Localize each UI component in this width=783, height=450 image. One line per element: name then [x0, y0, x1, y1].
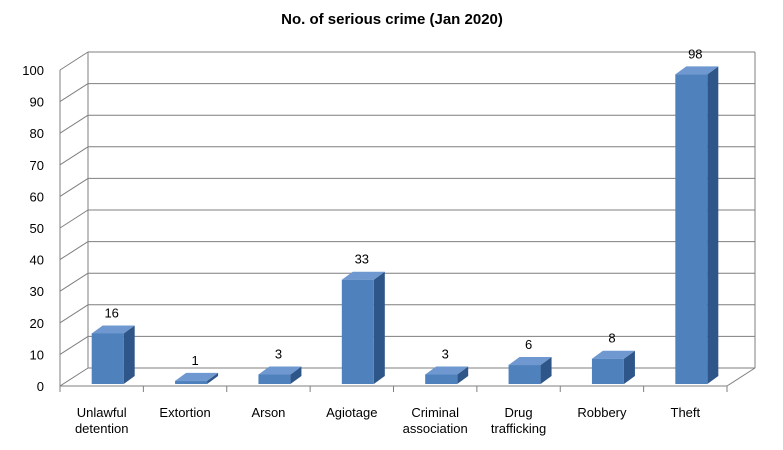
data-label: 3 [275, 347, 282, 362]
gridline-depth [59, 367, 89, 387]
gridline-depth [59, 304, 89, 324]
bar [258, 366, 302, 384]
x-category-label-line: Agiotage [326, 405, 377, 420]
chart-title: No. of serious crime (Jan 2020) [281, 11, 503, 28]
x-category-label-line: association [403, 421, 468, 436]
x-category-label-line: Robbery [577, 405, 627, 420]
bar-top [425, 366, 469, 375]
bar-front [341, 279, 374, 384]
data-label: 1 [191, 353, 198, 368]
x-category-label-line: Theft [671, 405, 701, 420]
bar-top [591, 350, 635, 359]
bar-side [457, 366, 469, 384]
bar-side [540, 357, 552, 384]
bar-front [508, 365, 541, 384]
x-category-label-line: Extortion [159, 405, 210, 420]
bar-top [341, 271, 385, 280]
bar-front [258, 374, 291, 384]
gridline-depth [59, 83, 89, 103]
gridline-depth [59, 335, 89, 355]
gridline-depth [59, 241, 89, 261]
y-tick-label: 60 [30, 189, 44, 204]
gridline-depth [59, 272, 89, 292]
bar-front [425, 374, 458, 384]
y-axis: 0 10 20 30 40 50 60 70 80 90 100 [22, 63, 61, 394]
bar-top [258, 366, 302, 375]
x-category-label: Drug trafficking [491, 405, 546, 436]
y-tick-label: 50 [30, 221, 44, 236]
y-tick-label: 20 [30, 316, 44, 331]
x-category-label: Criminal association [403, 405, 468, 436]
bar-top [675, 66, 719, 75]
x-category-label: Agiotage [326, 405, 377, 420]
data-label: 8 [608, 331, 615, 346]
x-category-label-line: detention [75, 421, 129, 436]
x-category-label: Arson [251, 405, 285, 420]
gridline-depth [59, 177, 89, 197]
x-category-label: Robbery [577, 405, 627, 420]
bar [508, 357, 552, 384]
x-category-label: Theft [671, 405, 701, 420]
bar-side [707, 66, 719, 384]
floor-right-edge [726, 367, 756, 387]
data-label: 6 [525, 337, 532, 352]
bar-front [591, 358, 624, 384]
y-tick-label: 100 [22, 63, 44, 78]
x-category-label: Extortion [159, 405, 210, 420]
y-tick-label: 30 [30, 284, 44, 299]
bar [175, 372, 219, 384]
bar-front [175, 380, 208, 384]
bar-front [675, 74, 708, 384]
gridline-depth [59, 51, 89, 71]
y-tick-label: 80 [30, 126, 44, 141]
y-tick-label: 0 [37, 379, 44, 394]
gridline-depth [59, 209, 89, 229]
bar-side [290, 366, 302, 384]
bar-side [623, 350, 635, 384]
y-tick-label: 70 [30, 158, 44, 173]
bar-top [91, 325, 135, 334]
bar [91, 325, 135, 384]
x-category-label-line: Criminal [411, 405, 459, 420]
data-label: 98 [688, 46, 702, 61]
bar [675, 66, 719, 384]
x-category-label-line: Arson [251, 405, 285, 420]
x-axis: Unlawful detention Extortion Arson Agiotage C… [59, 367, 756, 436]
x-category-label-line: Drug [504, 405, 532, 420]
x-category-label-line: Unlawful [77, 405, 127, 420]
bar-top [508, 357, 552, 366]
gridline-depth [59, 146, 89, 166]
data-label: 3 [442, 347, 449, 362]
bar-front [91, 333, 124, 384]
x-category-label-line: trafficking [491, 421, 546, 436]
data-label: 16 [104, 305, 118, 320]
y-tick-label: 90 [30, 95, 44, 110]
bar [425, 366, 469, 384]
bar [341, 271, 385, 384]
data-label: 33 [355, 252, 369, 267]
bar-side [373, 271, 385, 384]
y-tick-label: 10 [30, 347, 44, 362]
gridlines [59, 51, 756, 387]
y-tick-label: 40 [30, 253, 44, 268]
bar-side [207, 372, 219, 384]
gridline-depth [59, 114, 89, 134]
bar-top [175, 372, 219, 381]
bar [591, 350, 635, 384]
x-category-label: Unlawful detention [75, 405, 129, 436]
bar-side [123, 325, 135, 384]
